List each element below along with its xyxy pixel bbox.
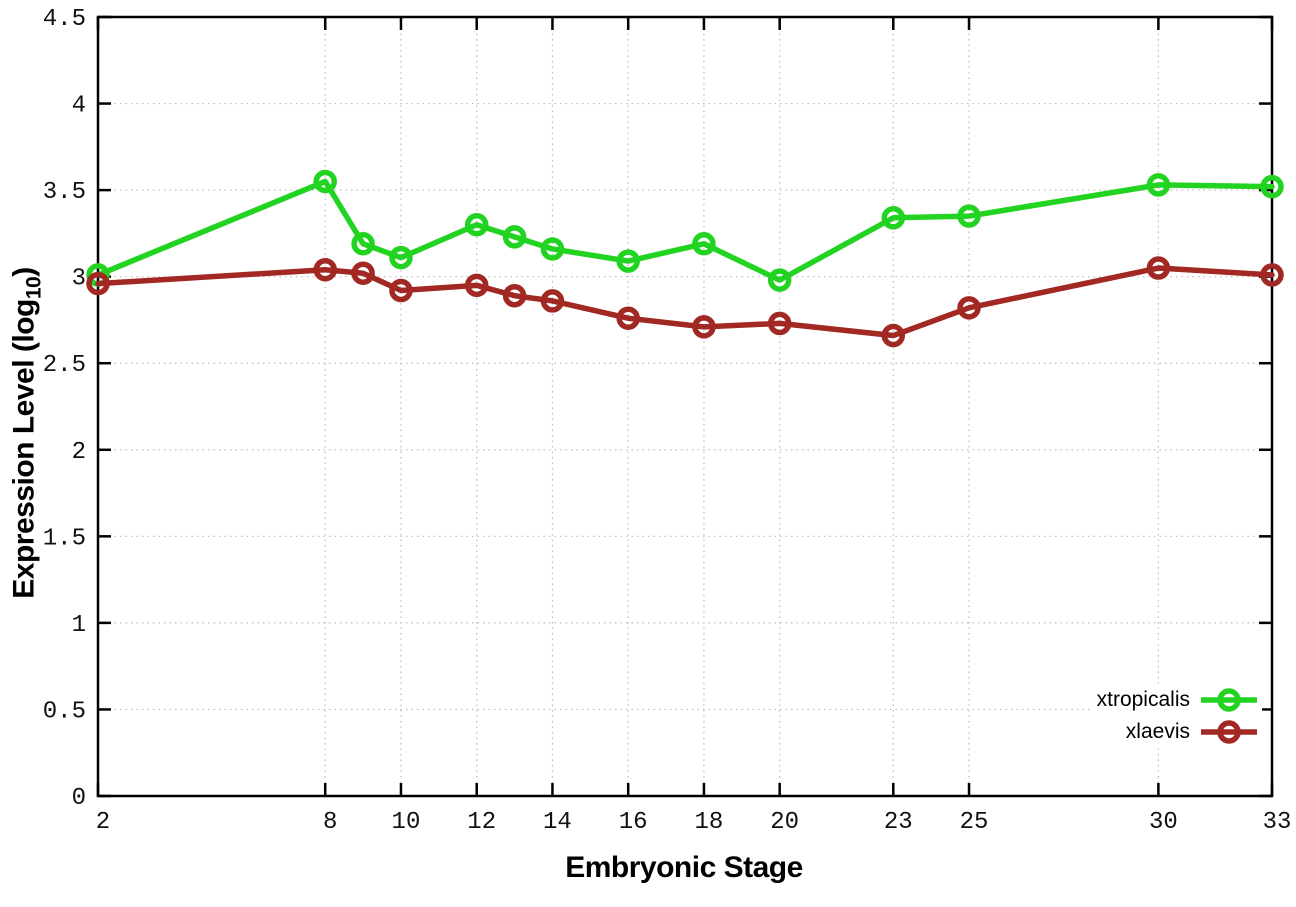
x-tick-label: 18	[695, 809, 724, 836]
x-axis-title: Embryonic Stage	[565, 851, 803, 884]
data-point-xtropicalis	[1146, 173, 1171, 197]
data-point-xtropicalis	[502, 225, 527, 249]
data-point-xtropicalis	[957, 204, 981, 228]
data-point-xlaevis	[1146, 256, 1171, 280]
data-point-xlaevis	[692, 315, 716, 339]
data-point-xlaevis	[464, 273, 489, 298]
line-circle-marker-icon	[1201, 720, 1257, 744]
x-tick-label: 20	[770, 809, 799, 836]
legend-item-xtropicalis: xtropicalis	[1097, 686, 1258, 714]
data-point-xlaevis	[540, 289, 565, 313]
y-tick-label: 1.5	[43, 525, 86, 552]
x-tick-label: 12	[467, 809, 496, 836]
data-point-xlaevis	[389, 278, 413, 303]
y-tick-label: 0.5	[43, 698, 86, 725]
x-tick-label: 8	[323, 809, 337, 836]
x-tick-label: 14	[543, 809, 572, 836]
data-point-xlaevis	[1260, 263, 1284, 287]
data-point-xtropicalis	[692, 232, 716, 256]
y-tick-label: 3.5	[43, 179, 86, 206]
x-tick-label: 23	[884, 809, 913, 836]
legend-item-xlaevis: xlaevis	[1097, 718, 1258, 746]
x-tick-label: 2	[96, 809, 110, 836]
y-axis-title-text: Expression Level (log	[7, 299, 41, 599]
data-point-xtropicalis	[767, 268, 792, 292]
data-point-xtropicalis	[881, 206, 906, 230]
data-point-xtropicalis	[540, 237, 565, 261]
legend: xtropicalis xlaevis	[1092, 684, 1262, 748]
y-axis-title-subscript: 10	[22, 276, 46, 300]
legend-label-xlaevis: xlaevis	[1125, 720, 1190, 743]
legend-label-xtropicalis: xtropicalis	[1096, 688, 1190, 711]
y-axis-title-suffix: )	[7, 267, 41, 277]
y-tick-label: 4.5	[43, 6, 86, 33]
line-circle-marker-icon	[1201, 688, 1257, 712]
data-point-xtropicalis	[313, 169, 337, 194]
y-axis-title: Expression Level (log10)	[8, 267, 47, 598]
data-point-xtropicalis	[351, 232, 375, 256]
x-tick-label: 33	[1263, 809, 1292, 836]
y-tick-label: 2.5	[43, 352, 86, 379]
series-line-xtropicalis	[95, 178, 1275, 283]
y-tick-label: 3	[72, 266, 86, 293]
plot-border	[96, 15, 1274, 798]
y-tick-label: 4	[72, 93, 86, 120]
series-line-xlaevis	[95, 265, 1275, 339]
data-point-xlaevis	[881, 323, 906, 348]
data-point-xtropicalis	[389, 245, 413, 270]
y-tick-label: 1	[72, 612, 86, 639]
x-tick-label: 30	[1149, 809, 1178, 836]
data-point-xlaevis	[957, 296, 981, 320]
data-point-xlaevis	[502, 283, 527, 308]
data-point-xtropicalis	[464, 212, 489, 237]
data-point-xlaevis	[313, 257, 337, 282]
y-tick-label: 0	[72, 785, 86, 812]
x-tick-label: 25	[960, 809, 989, 836]
data-point-xlaevis	[767, 311, 792, 336]
data-point-xlaevis	[86, 271, 110, 296]
data-point-xtropicalis	[616, 249, 640, 273]
data-point-xtropicalis	[1260, 174, 1284, 199]
x-tick-label: 10	[392, 809, 421, 836]
x-tick-label: 16	[619, 809, 648, 836]
data-point-xlaevis	[351, 261, 375, 285]
y-tick-label: 2	[72, 439, 86, 466]
data-point-xlaevis	[616, 306, 640, 330]
